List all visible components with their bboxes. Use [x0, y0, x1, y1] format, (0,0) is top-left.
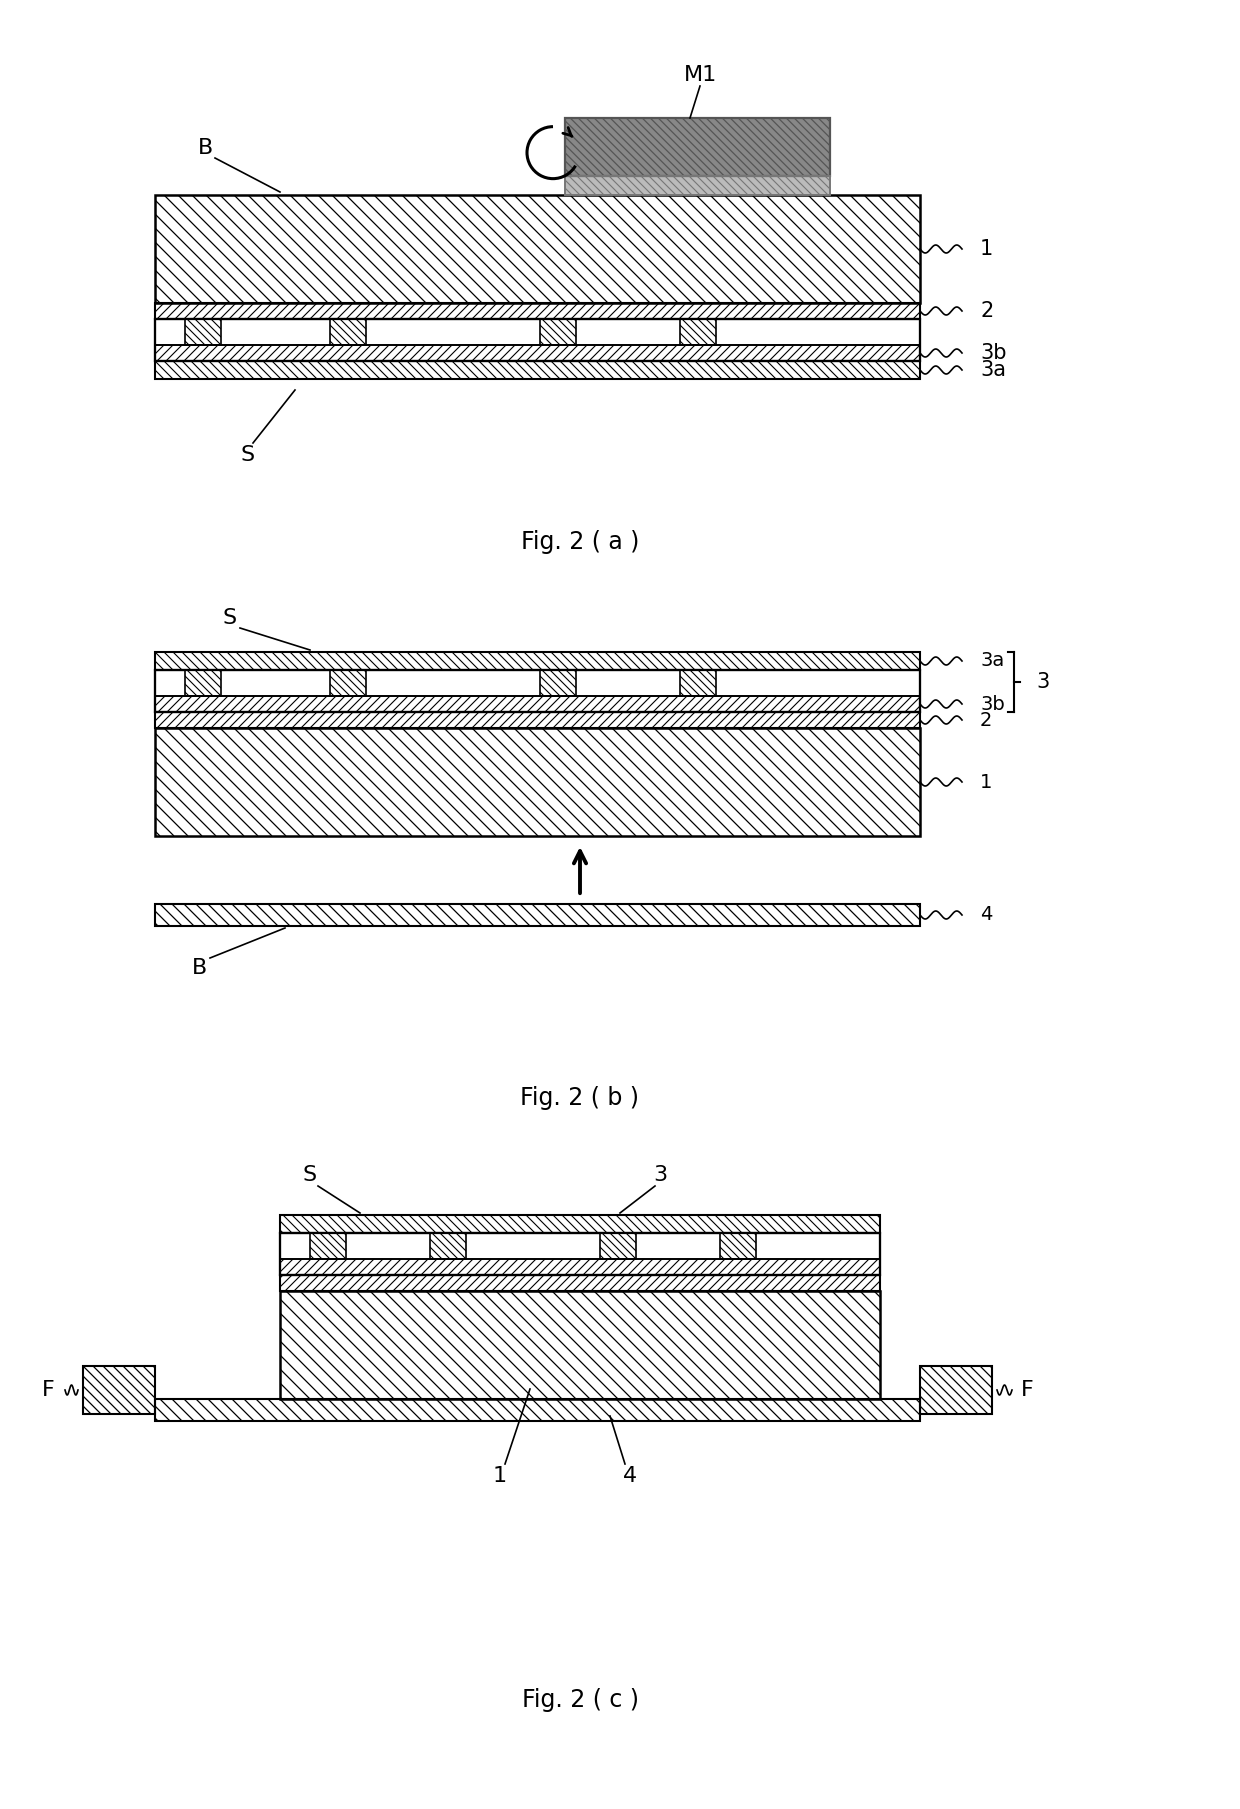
Bar: [155, 195, 920, 302]
Bar: [155, 727, 920, 836]
Bar: [155, 318, 920, 362]
Text: 1: 1: [494, 1465, 507, 1485]
Text: Fig. 2 ( b ): Fig. 2 ( b ): [521, 1085, 640, 1111]
Text: B: B: [192, 959, 207, 979]
Bar: [565, 175, 830, 195]
Bar: [280, 1234, 880, 1275]
Bar: [185, 669, 221, 696]
Bar: [920, 1366, 992, 1415]
Bar: [155, 318, 920, 362]
Text: 4: 4: [980, 906, 992, 924]
Bar: [155, 195, 920, 302]
Bar: [310, 1234, 346, 1259]
Bar: [680, 669, 715, 696]
Bar: [280, 1234, 880, 1275]
Bar: [155, 651, 920, 669]
Bar: [155, 302, 920, 318]
Bar: [280, 1292, 880, 1398]
Text: M1: M1: [683, 65, 717, 85]
Bar: [539, 318, 577, 346]
Bar: [155, 302, 920, 318]
Text: 2: 2: [980, 300, 993, 320]
Bar: [280, 1234, 880, 1275]
Bar: [680, 669, 715, 696]
Text: 1: 1: [980, 239, 993, 259]
Bar: [280, 1275, 880, 1292]
Bar: [539, 669, 577, 696]
Bar: [565, 175, 830, 195]
Text: 3: 3: [653, 1165, 667, 1185]
Text: F: F: [1021, 1380, 1033, 1400]
Bar: [155, 346, 920, 362]
Bar: [155, 713, 920, 727]
Text: 4: 4: [622, 1465, 637, 1485]
Bar: [155, 669, 920, 713]
Bar: [310, 1234, 346, 1259]
Text: S: S: [223, 608, 237, 628]
Bar: [155, 651, 920, 669]
Bar: [330, 318, 366, 346]
Bar: [430, 1234, 466, 1259]
Bar: [280, 1216, 880, 1234]
Bar: [600, 1234, 636, 1259]
Bar: [565, 118, 830, 175]
Bar: [155, 318, 920, 362]
Text: 3b: 3b: [980, 695, 1004, 713]
Bar: [600, 1234, 636, 1259]
Bar: [539, 318, 577, 346]
Text: 1: 1: [980, 772, 992, 792]
Bar: [680, 318, 715, 346]
Bar: [565, 118, 830, 175]
Bar: [155, 727, 920, 836]
Bar: [280, 1292, 880, 1398]
Bar: [330, 318, 366, 346]
Bar: [280, 1275, 880, 1292]
Bar: [280, 1234, 880, 1259]
Bar: [155, 362, 920, 380]
Bar: [155, 669, 920, 713]
Bar: [185, 669, 221, 696]
Bar: [920, 1366, 992, 1415]
Text: F: F: [42, 1380, 55, 1400]
Bar: [155, 1398, 920, 1422]
Bar: [430, 1234, 466, 1259]
Text: 3a: 3a: [980, 651, 1004, 671]
Bar: [539, 669, 577, 696]
Text: 2: 2: [980, 711, 992, 729]
Bar: [330, 669, 366, 696]
Bar: [155, 669, 920, 696]
Bar: [155, 346, 920, 362]
Text: S: S: [303, 1165, 317, 1185]
Bar: [680, 318, 715, 346]
Text: 3a: 3a: [980, 360, 1006, 380]
Text: S: S: [241, 445, 255, 465]
Bar: [155, 713, 920, 727]
Bar: [155, 669, 920, 713]
Bar: [155, 362, 920, 380]
Bar: [83, 1366, 155, 1415]
Bar: [720, 1234, 756, 1259]
Bar: [155, 318, 920, 362]
Bar: [720, 1234, 756, 1259]
Bar: [155, 1398, 920, 1422]
Bar: [83, 1366, 155, 1415]
Text: Fig. 2 ( c ): Fig. 2 ( c ): [522, 1688, 639, 1711]
Text: 3b: 3b: [980, 344, 1007, 364]
Text: Fig. 2 ( a ): Fig. 2 ( a ): [521, 530, 639, 554]
Bar: [185, 318, 221, 346]
Bar: [185, 318, 221, 346]
Text: B: B: [197, 137, 212, 157]
Bar: [155, 904, 920, 926]
Text: 3: 3: [1035, 671, 1049, 693]
Bar: [280, 1216, 880, 1234]
Bar: [330, 669, 366, 696]
Bar: [155, 904, 920, 926]
